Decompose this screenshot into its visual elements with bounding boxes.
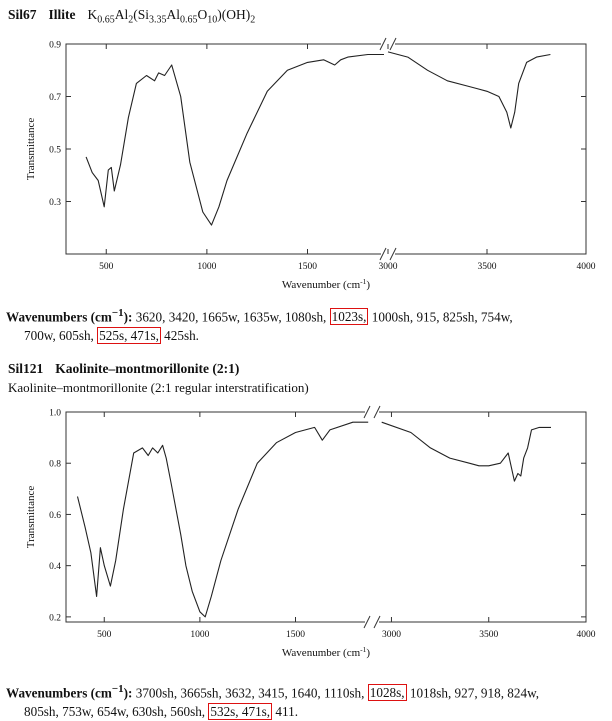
x-tick-label: 3000 bbox=[382, 630, 401, 640]
y-tick-label: 0.3 bbox=[49, 198, 61, 208]
y-tick-label: 0.5 bbox=[49, 146, 61, 156]
x-axis-label: Wavenumber (cm-1) bbox=[282, 645, 370, 659]
axis-break-mark bbox=[363, 405, 371, 419]
x-axis-label-close: ) bbox=[366, 279, 370, 291]
x-axis-label-sup: -1 bbox=[360, 645, 366, 654]
wavenumbers-unit-sup: −1 bbox=[111, 307, 124, 319]
formula-part: K bbox=[87, 7, 98, 22]
spectrum-line bbox=[76, 421, 369, 618]
plot-frame bbox=[65, 43, 587, 255]
x-tick-label: 4000 bbox=[577, 262, 596, 272]
plot-frame bbox=[65, 411, 587, 623]
wavenumbers-unit-sup: −1 bbox=[111, 683, 124, 695]
x-tick-label: 1000 bbox=[197, 262, 216, 272]
x-tick-label: 3500 bbox=[478, 262, 497, 272]
x-tick-label: 500 bbox=[97, 630, 112, 640]
y-axis-label: Transmittance bbox=[25, 118, 37, 181]
formula-part: Al bbox=[166, 7, 181, 22]
y-axis-label: Transmittance bbox=[25, 486, 37, 549]
wavenumbers-line: Wavenumbers (cm−1): 3700sh, 3665sh, 3632… bbox=[6, 680, 606, 702]
axis-break-gap bbox=[365, 410, 379, 414]
y-tick-label: 0.6 bbox=[49, 511, 61, 521]
formula-part: O bbox=[197, 7, 208, 22]
wavenumber-text: 805sh, 753w, 654w, 630sh, 560sh, bbox=[24, 704, 209, 720]
sample-id: Sil121 bbox=[8, 361, 44, 376]
wavenumber-text: 1018sh, 927, 918, 824w, bbox=[406, 685, 540, 701]
x-axis-label-close: ) bbox=[366, 647, 370, 659]
axis-break-mark bbox=[379, 37, 387, 51]
wavenumber-text: 3620, 3420, 1665w, 1635w, 1080sh, bbox=[132, 309, 330, 325]
x-tick-label: 3500 bbox=[479, 630, 498, 640]
highlighted-wavenumber: 1028s, bbox=[367, 684, 407, 702]
section-header-sil121: Sil121 Kaolinite–montmorillonite (2:1) bbox=[8, 361, 239, 377]
mineral-description: Kaolinite–montmorillonite (2:1 regular i… bbox=[8, 380, 309, 395]
highlighted-wavenumber: 1023s, bbox=[329, 308, 369, 326]
wavenumbers-line: 805sh, 753w, 654w, 630sh, 560sh, 532s, 4… bbox=[6, 702, 606, 721]
wavenumbers-line: Wavenumbers (cm−1): 3620, 3420, 1665w, 1… bbox=[6, 304, 606, 326]
wavenumber-text: 700w, 605sh, bbox=[24, 328, 98, 344]
spectrum-line bbox=[387, 51, 551, 129]
spectrum-chart-sil67: 500 1000 1500 3000 3500 4000 0.3 0.5 0.7 0.9 Waven… bbox=[25, 37, 596, 291]
wavenumbers-close: ): bbox=[123, 685, 133, 701]
wavenumber-text: 425sh. bbox=[160, 328, 199, 344]
y-tick-label: 1.0 bbox=[49, 409, 61, 419]
wavenumbers-close: ): bbox=[123, 309, 133, 325]
x-axis-label: Wavenumber (cm-1) bbox=[282, 277, 370, 291]
wavenumber-text: 1000sh, 915, 825sh, 754w, bbox=[368, 309, 513, 325]
highlighted-wavenumber: 525s, 471s, bbox=[97, 327, 161, 345]
axis-break-mark bbox=[379, 247, 387, 261]
wavenumbers-label: Wavenumbers (cm bbox=[6, 309, 112, 325]
wavenumbers-label: Wavenumbers (cm bbox=[6, 685, 112, 701]
highlighted-wavenumber: 532s, 471s, bbox=[208, 703, 273, 721]
x-tick-label: 1000 bbox=[190, 630, 209, 640]
formula-part: )(OH) bbox=[217, 7, 251, 22]
x-tick-label: 3000 bbox=[379, 262, 398, 272]
x-tick-label: 500 bbox=[99, 262, 114, 272]
axis-break-mark bbox=[363, 615, 371, 629]
formula-subscript: 10 bbox=[207, 14, 218, 26]
mineral-name: Kaolinite–montmorillonite (2:1) bbox=[55, 361, 240, 376]
chemical-formula: K0.65Al2(Si3.35Al0.65O10)(OH)2 bbox=[87, 7, 256, 26]
axis-break-mark bbox=[373, 615, 381, 629]
y-tick-label: 0.9 bbox=[49, 41, 61, 51]
axis-break-gap bbox=[365, 620, 379, 624]
y-tick-label: 0.8 bbox=[49, 460, 61, 470]
x-tick-label: 1500 bbox=[298, 262, 317, 272]
y-tick-label: 0.4 bbox=[49, 562, 61, 572]
spectrum-line bbox=[381, 421, 551, 482]
formula-part: Al bbox=[114, 7, 129, 22]
sample-id: Sil67 bbox=[8, 7, 37, 22]
formula-subscript: 2 bbox=[250, 14, 256, 26]
formula-subscript: 0.65 bbox=[97, 14, 115, 26]
axis-break-mark bbox=[389, 37, 397, 51]
x-axis-label-sup: -1 bbox=[360, 277, 366, 286]
mineral-name: Illite bbox=[48, 7, 76, 22]
wavenumbers-line: 700w, 605sh, 525s, 471s, 425sh. bbox=[6, 326, 606, 345]
wavenumber-text: 3700sh, 3665sh, 3632, 3415, 1640, 1110sh… bbox=[132, 685, 368, 701]
formula-subscript: 3.35 bbox=[149, 14, 167, 26]
x-tick-label: 1500 bbox=[286, 630, 305, 640]
y-tick-label: 0.7 bbox=[49, 93, 61, 103]
spectrum-line bbox=[85, 53, 384, 226]
wavenumber-text: 411. bbox=[272, 704, 298, 720]
y-tick-label: 0.2 bbox=[49, 613, 61, 623]
formula-subscript: 0.65 bbox=[180, 14, 198, 26]
spectrum-chart-sil121: 500 1000 1500 3000 3500 4000 0.2 0.4 0.6 0.8 1.0 Wa… bbox=[25, 405, 596, 659]
wavenumbers-sil121: Wavenumbers (cm−1): 3700sh, 3665sh, 3632… bbox=[6, 680, 606, 721]
formula-part: (Si bbox=[133, 7, 150, 22]
axis-break-mark bbox=[389, 247, 397, 261]
x-tick-label: 4000 bbox=[577, 630, 596, 640]
formula-subscript: 2 bbox=[128, 14, 134, 26]
section-header-sil67: Sil67 Illite K0.65Al2(Si3.35Al0.65O10)(OH)… bbox=[8, 7, 255, 26]
wavenumbers-sil67: Wavenumbers (cm−1): 3620, 3420, 1665w, 1… bbox=[6, 304, 606, 345]
axis-break-mark bbox=[373, 405, 381, 419]
